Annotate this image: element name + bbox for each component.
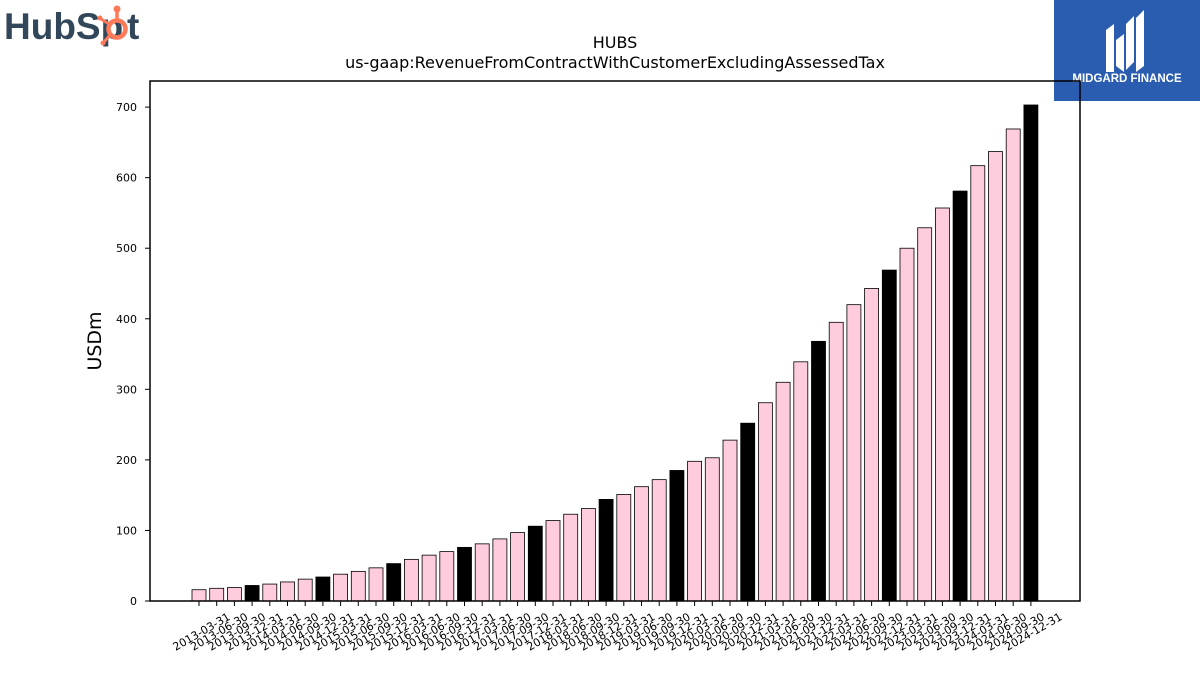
hubspot-logo: HubSp t — [0, 0, 160, 52]
y-axis-ticks: 0 100 200 300 400 500 600 700 — [116, 101, 150, 608]
bar-2015-12-31 — [386, 563, 402, 602]
bar-2014-06-30 — [280, 581, 295, 602]
bar-2017-12-31 — [527, 525, 543, 602]
bar-2021-06-30 — [775, 381, 791, 602]
bar-2013-09-30 — [226, 587, 242, 602]
bar-2020-03-31 — [687, 460, 702, 602]
bar-2016-12-31 — [457, 546, 472, 602]
bar-2024-06-30 — [988, 151, 1003, 602]
y-axis-label: USDm — [84, 311, 106, 370]
svg-text:t: t — [127, 6, 139, 47]
bar-2014-12-31 — [315, 576, 331, 602]
y-tick-label: 300 — [116, 383, 137, 396]
bar-2023-12-31 — [952, 190, 968, 602]
svg-text:HubSp: HubSp — [4, 6, 123, 47]
bar-2015-06-30 — [350, 570, 366, 602]
bar-2024-12-31 — [1023, 104, 1039, 602]
bar-2019-09-30 — [651, 479, 667, 602]
bar-2020-09-30 — [722, 439, 738, 602]
bar-2024-03-31 — [970, 165, 986, 602]
chart-subtitle: us-gaap:RevenueFromContractWithCustomerE… — [345, 53, 885, 72]
bar-2013-03-31 — [191, 589, 207, 602]
bar-2022-09-30 — [864, 288, 879, 602]
y-tick-label: 0 — [130, 595, 137, 608]
midgard-finance-wordmark: MIDGARD FINANCE — [1072, 73, 1182, 85]
bar-2020-12-31 — [740, 422, 756, 602]
y-tick-label: 100 — [116, 524, 137, 537]
x-axis-ticks: 2013-03-312013-06-302013-09-302013-12-31… — [171, 601, 1064, 654]
bar-2024-09-30 — [1005, 128, 1021, 602]
bar-group — [191, 104, 1039, 602]
midgard-finance-logo: MIDGARD FINANCE — [1054, 0, 1200, 101]
bar-2021-03-31 — [758, 402, 773, 602]
bar-2018-12-31 — [598, 498, 614, 602]
bar-2017-03-31 — [474, 543, 490, 602]
bar-2016-09-30 — [439, 551, 455, 602]
y-tick-label: 700 — [116, 101, 137, 114]
bar-2016-06-30 — [421, 554, 437, 602]
plot-frame — [149, 80, 1081, 602]
bar-2019-03-31 — [616, 494, 632, 602]
bar-2021-12-31 — [811, 340, 826, 602]
bar-2014-03-31 — [262, 583, 278, 602]
bar-2022-06-30 — [846, 304, 862, 602]
bar-2019-06-30 — [634, 486, 649, 602]
bar-2013-12-31 — [244, 585, 260, 602]
bar-2023-03-31 — [899, 247, 915, 602]
bar-2023-06-30 — [917, 227, 933, 602]
y-tick-label: 500 — [116, 242, 137, 255]
y-tick-label: 200 — [116, 454, 137, 467]
bar-2013-06-30 — [209, 587, 225, 602]
bar-2019-12-31 — [669, 470, 685, 602]
bar-2016-03-31 — [403, 558, 419, 602]
bar-2021-09-30 — [793, 361, 809, 602]
bar-2020-06-30 — [704, 457, 720, 602]
bar-2022-12-31 — [881, 269, 897, 602]
bar-2015-03-31 — [333, 573, 349, 602]
bar-2018-09-30 — [581, 508, 596, 602]
bar-2017-06-30 — [492, 538, 508, 602]
bar-2022-03-31 — [828, 321, 844, 602]
bar-2018-03-31 — [545, 520, 561, 602]
bar-2018-06-30 — [563, 513, 579, 602]
bar-2014-09-30 — [297, 578, 313, 602]
bar-2023-09-30 — [935, 207, 950, 602]
bar-2017-09-30 — [510, 532, 526, 602]
y-tick-label: 600 — [116, 172, 137, 185]
chart-title: HUBS — [593, 33, 638, 52]
bar-2015-09-30 — [368, 567, 384, 602]
y-tick-label: 400 — [116, 313, 137, 326]
